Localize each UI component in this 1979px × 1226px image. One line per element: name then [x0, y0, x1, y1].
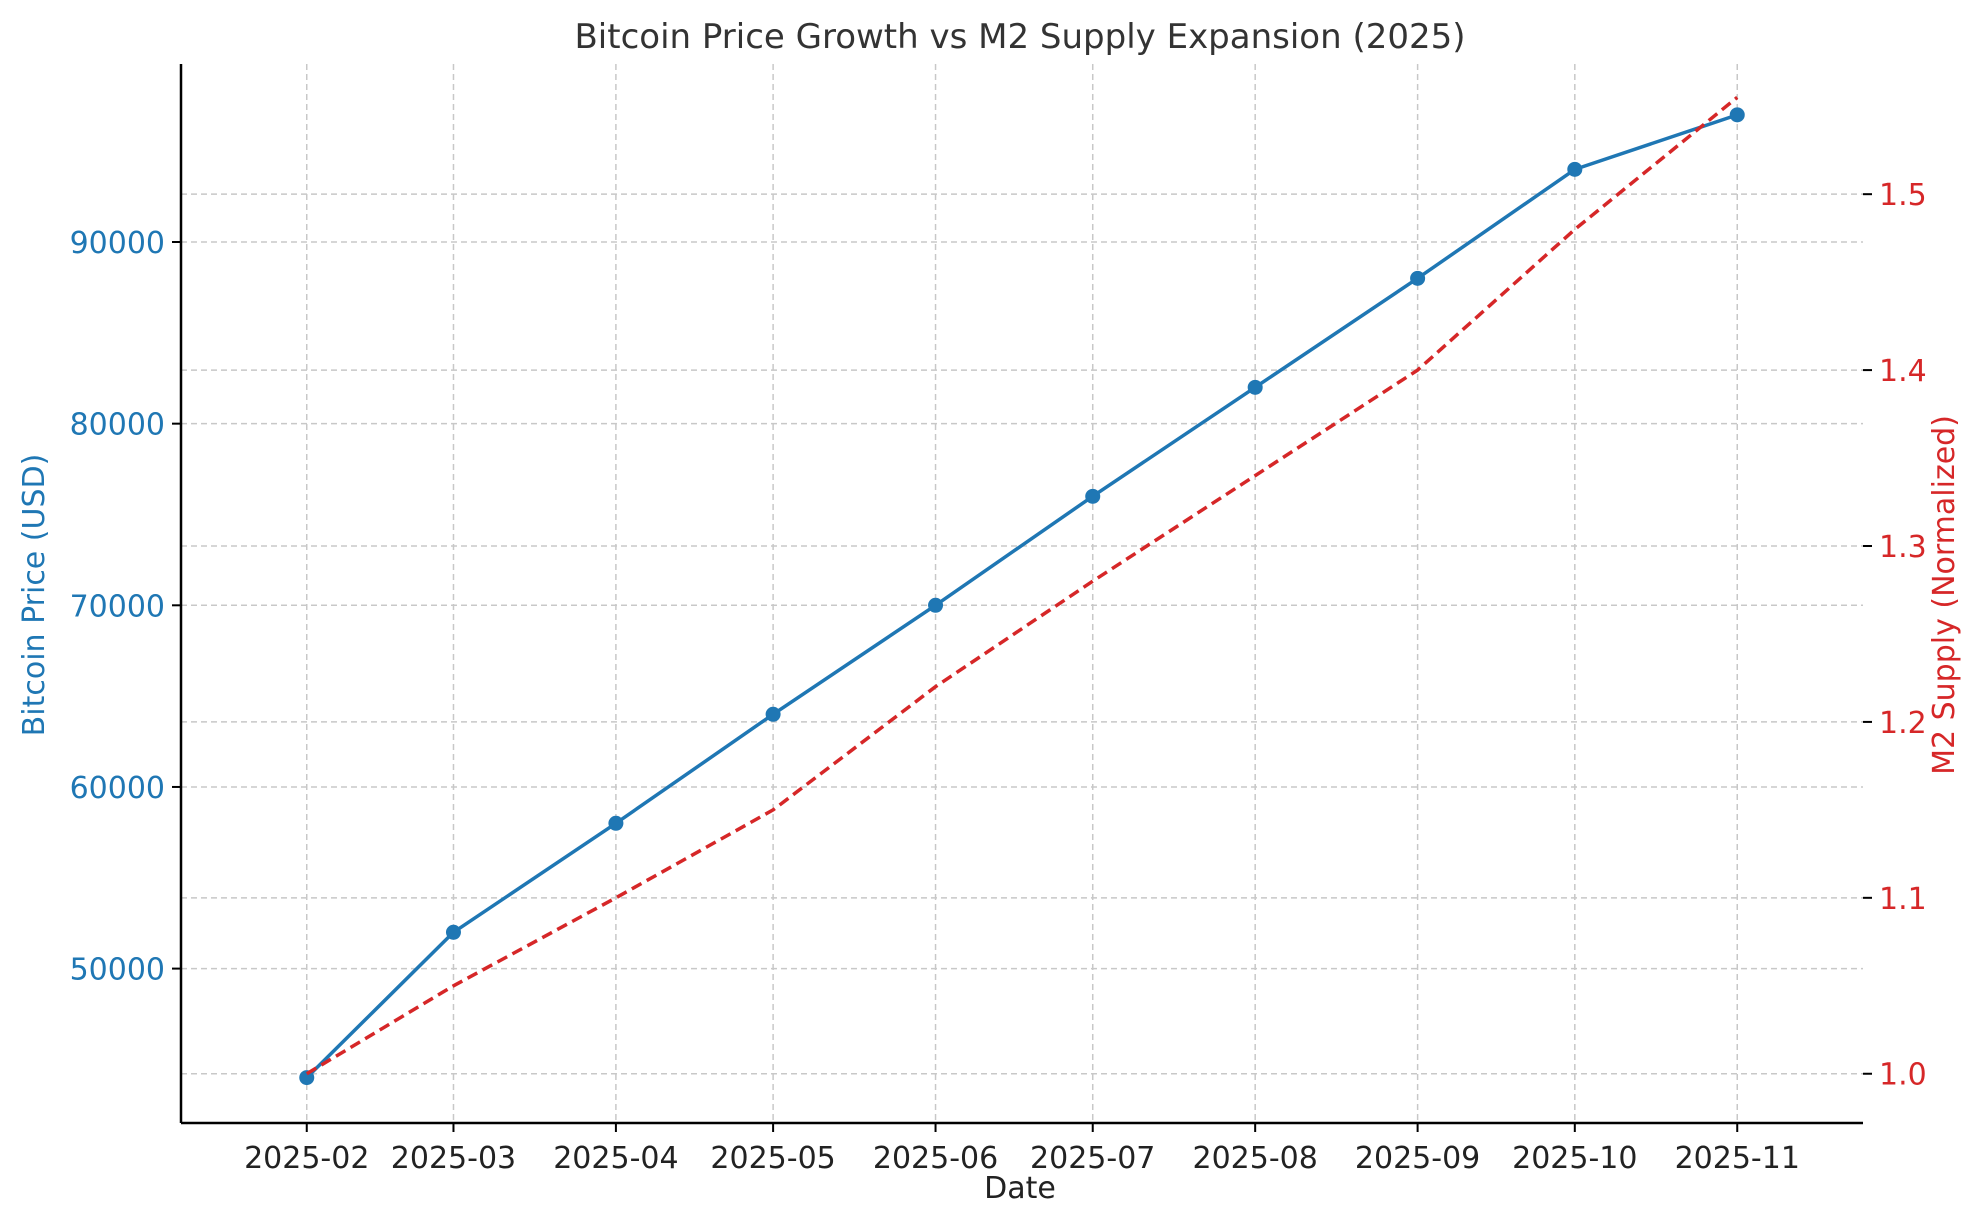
right-y-tick-label: 1.2: [1879, 706, 1927, 741]
x-tick-label: 2025-04: [553, 1141, 678, 1176]
bitcoin-price-line: [305, 113, 1738, 1079]
right-y-tick-label: 1.4: [1879, 354, 1927, 389]
bitcoin-price-point: [608, 815, 624, 831]
x-tick-label: 2025-06: [873, 1141, 998, 1176]
x-tick-label: 2025-11: [1675, 1141, 1800, 1176]
right-y-tick-label: 1.3: [1879, 530, 1927, 565]
axes-layer: 2025-02 2025-03 2025-04 2025-05 2025-06 2025-…: [70, 64, 1927, 1176]
series-layer: [299, 96, 1745, 1086]
m2-supply-line: [305, 96, 1739, 1076]
x-tick-label: 2025-10: [1512, 1141, 1637, 1176]
left-y-axis-label: Bitcoin Price (USD): [17, 454, 52, 737]
x-tick-label: 2025-02: [244, 1141, 369, 1176]
bitcoin-price-point: [1729, 107, 1745, 123]
left-y-tick-label: 90000: [70, 226, 165, 261]
x-tick-label: 2025-05: [710, 1141, 835, 1176]
right-y-tick-label: 1.1: [1879, 882, 1927, 917]
x-tick-label: 2025-07: [1030, 1141, 1155, 1176]
x-tick-label: 2025-09: [1355, 1141, 1480, 1176]
bitcoin-price-point: [1410, 270, 1426, 286]
bitcoin-price-point: [765, 706, 781, 722]
left-y-tick-label: 70000: [70, 589, 165, 624]
right-y-tick-label: 1.5: [1879, 178, 1927, 213]
left-y-tick-label: 80000: [70, 408, 165, 443]
bitcoin-price-point: [1085, 488, 1101, 504]
bitcoin-price-point: [445, 924, 461, 940]
chart-title: Bitcoin Price Growth vs M2 Supply Expans…: [574, 17, 1465, 57]
bitcoin-price-point: [1247, 379, 1263, 395]
bitcoin-price-point: [928, 597, 944, 613]
x-tick-label: 2025-08: [1192, 1141, 1317, 1176]
right-y-axis-label: M2 Supply (Normalized): [1927, 415, 1962, 775]
right-y-tick-label: 1.0: [1879, 1058, 1927, 1093]
bitcoin-price-point: [1567, 161, 1583, 177]
x-tick-label: 2025-03: [391, 1141, 516, 1176]
x-axis-label: Date: [984, 1171, 1056, 1206]
bitcoin-price-point: [299, 1070, 315, 1086]
grid-layer: [181, 64, 1863, 1123]
left-y-tick-label: 60000: [70, 771, 165, 806]
left-y-tick-label: 50000: [70, 953, 165, 988]
